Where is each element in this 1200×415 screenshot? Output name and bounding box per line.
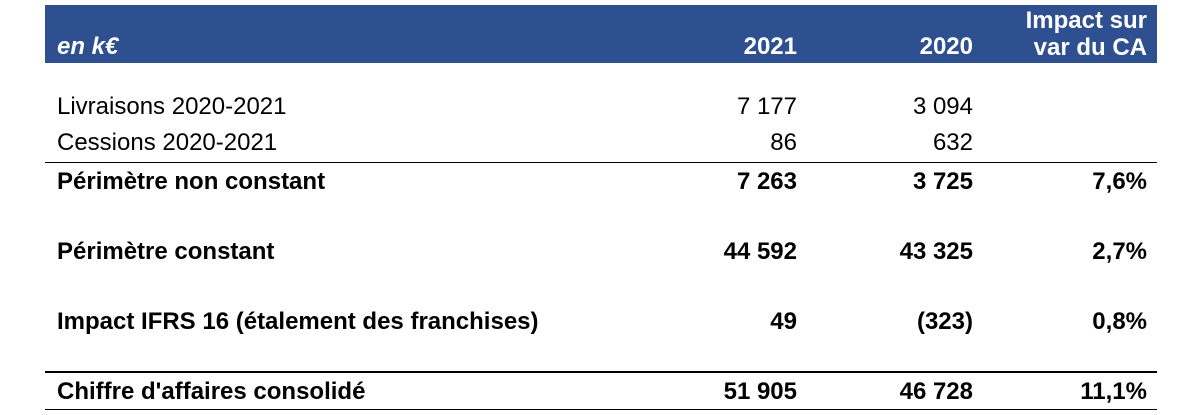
column-header-2021: 2021 xyxy=(743,33,797,60)
column-header-impact: Impact sur var du CA xyxy=(1026,7,1147,61)
value-2020: 43 325 xyxy=(899,238,973,265)
row-label: Périmètre non constant xyxy=(57,168,326,195)
row-label: Impact IFRS 16 (étalement des franchises… xyxy=(57,308,539,335)
divider xyxy=(45,162,1157,163)
row-label: Périmètre constant xyxy=(57,238,275,265)
value-2020: 632 xyxy=(932,129,973,156)
divider xyxy=(45,371,1157,373)
value-2021: 7 177 xyxy=(736,93,797,120)
value-impact: 7,6% xyxy=(1092,168,1147,195)
divider xyxy=(45,409,1157,410)
value-2021: 86 xyxy=(770,129,797,156)
column-header-impact-line1: Impact sur xyxy=(1025,7,1147,34)
table-row: Périmètre constant 44 592 43 325 2,7% xyxy=(45,237,1157,267)
value-impact: 2,7% xyxy=(1092,238,1147,265)
table-row: Périmètre non constant 7 263 3 725 7,6% xyxy=(45,167,1157,197)
column-header-impact-line2: var du CA xyxy=(1033,34,1147,61)
table-row: Impact IFRS 16 (étalement des franchises… xyxy=(45,307,1157,337)
value-2021: 49 xyxy=(770,308,797,335)
value-2021: 44 592 xyxy=(723,238,797,265)
table-row: Livraisons 2020-2021 7 177 3 094 xyxy=(45,92,1157,122)
value-impact: 11,1% xyxy=(1080,378,1147,405)
row-label: Cessions 2020-2021 xyxy=(57,129,278,156)
table-row: Cessions 2020-2021 86 632 xyxy=(45,128,1157,158)
value-2021: 51 905 xyxy=(723,378,797,405)
value-impact: 0,8% xyxy=(1092,308,1147,335)
value-2020: 3 094 xyxy=(912,93,973,120)
row-label: Chiffre d'affaires consolidé xyxy=(57,378,366,405)
value-2020: 3 725 xyxy=(912,168,973,195)
value-2020: 46 728 xyxy=(899,378,973,405)
column-header-2020: 2020 xyxy=(919,33,973,60)
unit-label: en k€ xyxy=(57,33,119,60)
row-label: Livraisons 2020-2021 xyxy=(57,93,287,120)
value-2020: (323) xyxy=(916,308,973,335)
table-header: en k€ 2021 2020 Impact sur var du CA xyxy=(45,5,1157,63)
table-row: Chiffre d'affaires consolidé 51 905 46 7… xyxy=(45,377,1157,407)
value-2021: 7 263 xyxy=(736,168,797,195)
